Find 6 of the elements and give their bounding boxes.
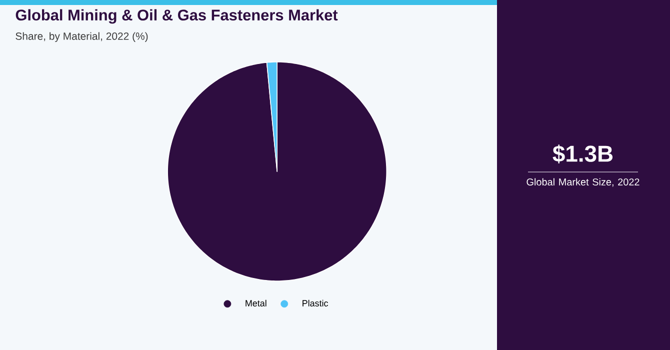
- legend-label: Metal: [246, 300, 266, 306]
- text: Share, by Material, 2022 (%): [16, 32, 148, 42]
- chart-title: Global Mining & Oil & Gas Fasteners Market: [16, 9, 338, 24]
- text: $1.3B: [552, 144, 613, 164]
- text: Global Market Size, 2022: [526, 178, 640, 187]
- legend-label: Plastic: [302, 300, 328, 306]
